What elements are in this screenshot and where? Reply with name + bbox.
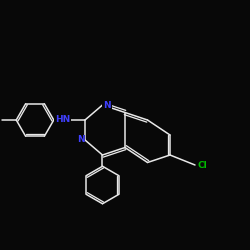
Text: N: N xyxy=(103,100,111,110)
Text: N: N xyxy=(77,136,84,144)
Text: Cl: Cl xyxy=(198,160,207,170)
Text: HN: HN xyxy=(55,116,70,124)
